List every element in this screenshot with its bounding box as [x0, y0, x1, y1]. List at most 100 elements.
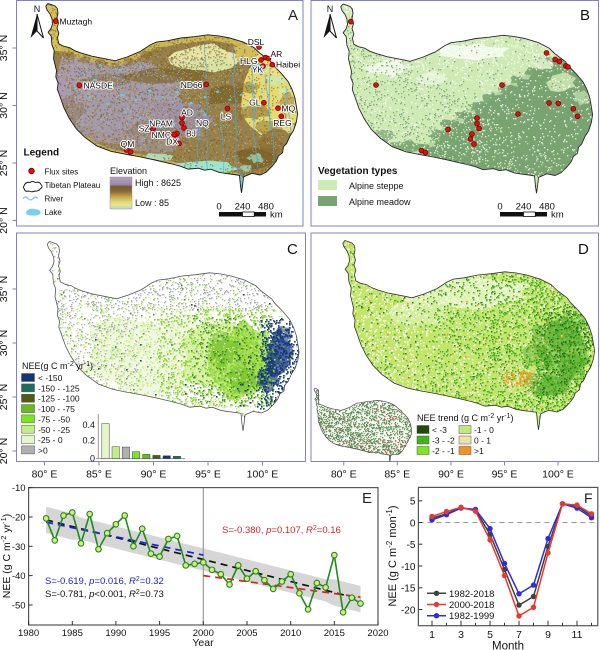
svg-text:QM: QM: [121, 139, 135, 149]
svg-text:5: 5: [410, 497, 416, 508]
svg-text:LS: LS: [221, 112, 232, 122]
svg-text:High : 8625: High : 8625: [135, 178, 181, 188]
svg-text:5: 5: [487, 629, 493, 641]
svg-text:-2 - -1: -2 - -1: [432, 446, 455, 456]
svg-text:GL: GL: [249, 98, 261, 108]
svg-text:0.4: 0.4: [82, 420, 95, 430]
svg-text:240: 240: [516, 202, 532, 213]
svg-text:80° E: 80° E: [331, 469, 357, 481]
svg-text:>1: >1: [474, 446, 484, 456]
svg-text:NEE trend (g C m-2 yr-1): NEE trend (g C m-2 yr-1): [417, 413, 514, 424]
svg-text:Haibei: Haibei: [276, 60, 300, 70]
svg-text:N: N: [34, 4, 41, 14]
svg-text:B: B: [580, 7, 590, 24]
svg-text:< -3: < -3: [432, 425, 447, 435]
svg-text:-5: -5: [406, 540, 415, 551]
svg-text:-20: -20: [401, 605, 416, 616]
svg-text:100° E: 100° E: [247, 469, 279, 481]
svg-text:2000: 2000: [193, 628, 214, 639]
svg-text:N: N: [327, 4, 334, 14]
svg-text:HLG: HLG: [240, 56, 257, 66]
svg-text:85° E: 85° E: [86, 469, 112, 481]
svg-text:Legend: Legend: [24, 148, 60, 159]
svg-text:-50 - -25: -50 - -25: [38, 425, 70, 435]
svg-text:-15: -15: [401, 584, 416, 595]
svg-text:BJ: BJ: [186, 129, 196, 139]
svg-text:2000-2018: 2000-2018: [449, 600, 494, 611]
svg-text:1985: 1985: [62, 628, 83, 639]
svg-text:-1 - 0: -1 - 0: [474, 425, 494, 435]
svg-text:C: C: [287, 241, 298, 258]
svg-text:11: 11: [572, 629, 583, 641]
svg-text:km: km: [270, 210, 283, 221]
svg-text:NPAM: NPAM: [149, 119, 173, 129]
svg-text:Alpine steppe: Alpine steppe: [349, 181, 404, 191]
svg-text:-20: -20: [12, 513, 26, 524]
svg-text:-25 - 0: -25 - 0: [38, 435, 63, 445]
svg-text:S=-0.619, p=0.016, R2=0.32: S=-0.619, p=0.016, R2=0.32: [45, 576, 164, 588]
svg-text:9: 9: [545, 629, 551, 641]
svg-text:20° N: 20° N: [0, 438, 10, 464]
svg-text:-10: -10: [401, 562, 416, 573]
svg-text:YK: YK: [252, 65, 264, 75]
svg-text:km: km: [551, 210, 564, 221]
svg-text:SZ: SZ: [139, 124, 150, 134]
svg-text:-10: -10: [12, 483, 26, 494]
svg-text:1980: 1980: [18, 628, 39, 639]
svg-text:NEE(g C m-2 yr-1): NEE(g C m-2 yr-1): [22, 361, 93, 372]
svg-text:>0: >0: [38, 445, 48, 455]
svg-text:-3 - -2: -3 - -2: [432, 436, 455, 446]
svg-text:30° N: 30° N: [0, 330, 10, 356]
svg-text:Muztagh: Muztagh: [60, 17, 93, 27]
svg-text:20° N: 20° N: [0, 207, 10, 233]
svg-text:90° E: 90° E: [141, 469, 167, 481]
svg-text:0: 0: [90, 454, 95, 464]
svg-text:-75 - -50: -75 - -50: [38, 414, 70, 424]
svg-text:S=-0.781, p<0.001, R2=0.73: S=-0.781, p<0.001, R2=0.73: [45, 589, 164, 601]
svg-text:Alpine meadow: Alpine meadow: [349, 197, 411, 207]
svg-text:S=-0.380, p=0.107, R2=0.16: S=-0.380, p=0.107, R2=0.16: [222, 525, 341, 537]
svg-text:2010: 2010: [280, 628, 301, 639]
svg-text:E: E: [362, 490, 372, 507]
svg-text:95° E: 95° E: [195, 469, 221, 481]
svg-text:Tibetan Plateau: Tibetan Plateau: [45, 181, 101, 190]
svg-text:-40: -40: [12, 571, 26, 582]
svg-text:0 - 1: 0 - 1: [474, 436, 491, 446]
svg-text:100° E: 100° E: [542, 469, 574, 481]
svg-text:MQ: MQ: [282, 104, 296, 114]
svg-text:1: 1: [429, 629, 435, 641]
svg-text:1982-1999: 1982-1999: [449, 611, 494, 622]
svg-text:0: 0: [497, 202, 502, 213]
svg-text:< -150: < -150: [38, 373, 63, 383]
svg-text:DSL: DSL: [248, 37, 265, 47]
svg-text:85° E: 85° E: [384, 469, 410, 481]
svg-text:35° N: 35° N: [0, 35, 10, 61]
svg-text:1995: 1995: [149, 628, 170, 639]
svg-text:240: 240: [235, 202, 251, 213]
svg-text:480: 480: [539, 202, 555, 213]
svg-text:D: D: [578, 241, 589, 258]
svg-text:NASDE: NASDE: [84, 81, 114, 91]
svg-text:A: A: [288, 7, 298, 24]
svg-text:-125 - -100: -125 - -100: [38, 394, 80, 404]
svg-text:NMC: NMC: [152, 130, 171, 140]
svg-text:REG: REG: [273, 118, 291, 128]
svg-text:Year: Year: [192, 637, 214, 649]
svg-text:-30: -30: [12, 542, 26, 553]
svg-text:480: 480: [258, 202, 274, 213]
svg-text:F: F: [584, 490, 593, 506]
svg-text:0: 0: [216, 202, 221, 213]
svg-text:2020: 2020: [367, 628, 388, 639]
svg-text:1990: 1990: [105, 628, 126, 639]
svg-text:Low : 85: Low : 85: [135, 198, 169, 208]
svg-text:30° N: 30° N: [0, 92, 10, 118]
svg-text:90° E: 90° E: [438, 469, 464, 481]
svg-text:Flux sites: Flux sites: [45, 168, 79, 177]
svg-text:2015: 2015: [324, 628, 345, 639]
svg-text:AR: AR: [271, 49, 283, 59]
svg-text:ND66: ND66: [181, 80, 203, 90]
svg-text:NEE (g C m-2 yr-1): NEE (g C m-2 yr-1): [0, 514, 13, 599]
svg-text:7: 7: [516, 629, 522, 641]
svg-text:-50: -50: [12, 601, 26, 612]
svg-text:95° E: 95° E: [492, 469, 518, 481]
